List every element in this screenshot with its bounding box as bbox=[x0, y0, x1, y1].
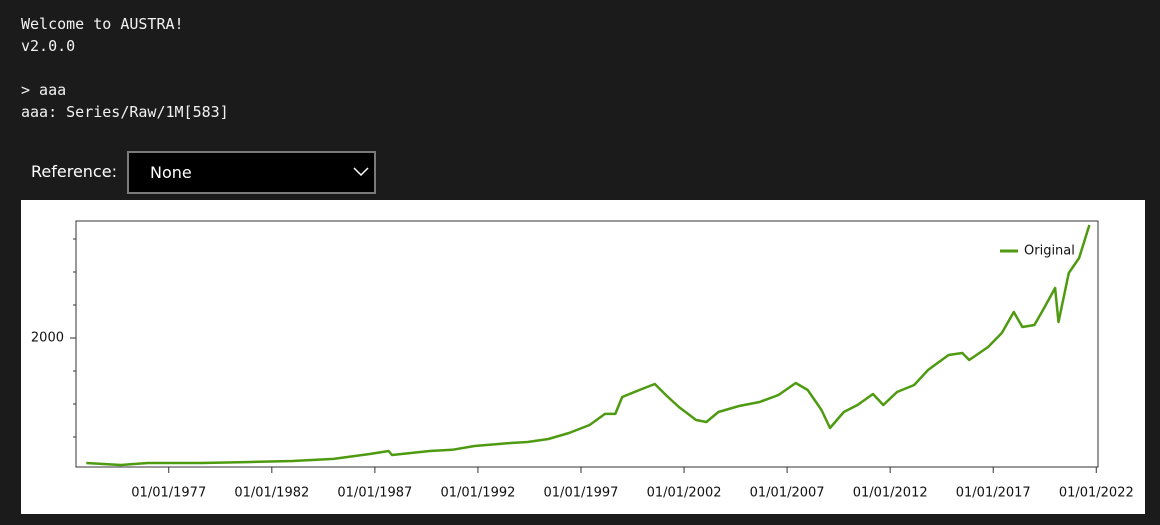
series-line bbox=[86, 224, 1091, 467]
plot-frame bbox=[75, 220, 1099, 468]
chart-panel bbox=[21, 200, 1145, 514]
console-line: aaa: Series/Raw/1M[583] bbox=[21, 103, 229, 121]
x-tick-label: 01/01/2022 bbox=[1059, 486, 1134, 501]
x-tick-label: 01/01/1982 bbox=[234, 486, 309, 501]
reference-dropdown[interactable]: None bbox=[127, 151, 376, 194]
console-line: > aaa bbox=[21, 81, 67, 99]
x-tick-label: 01/01/2012 bbox=[853, 486, 928, 501]
console-line: v2.0.0 bbox=[21, 37, 76, 55]
console-line: Welcome to AUSTRA! bbox=[21, 15, 184, 33]
reference-label: Reference: bbox=[31, 162, 117, 181]
x-tick-label: 01/01/1992 bbox=[440, 486, 515, 501]
x-tick-label: 01/01/1977 bbox=[131, 486, 206, 501]
console: Welcome to AUSTRA! v2.0.0 > aaa aaa: Serie… bbox=[21, 13, 229, 123]
x-tick-label: 01/01/1987 bbox=[337, 486, 412, 501]
dropdown-arrow bbox=[353, 167, 369, 177]
legend-label: Original bbox=[1024, 244, 1075, 259]
dropdown-value: None bbox=[150, 163, 192, 182]
x-tick-label: 01/01/2002 bbox=[647, 486, 722, 501]
x-tick-label: 01/01/2017 bbox=[956, 486, 1031, 501]
x-tick-label: 01/01/2007 bbox=[750, 486, 825, 501]
x-tick-label: 01/01/1997 bbox=[544, 486, 619, 501]
y-tick-label: 2000 bbox=[31, 330, 64, 345]
